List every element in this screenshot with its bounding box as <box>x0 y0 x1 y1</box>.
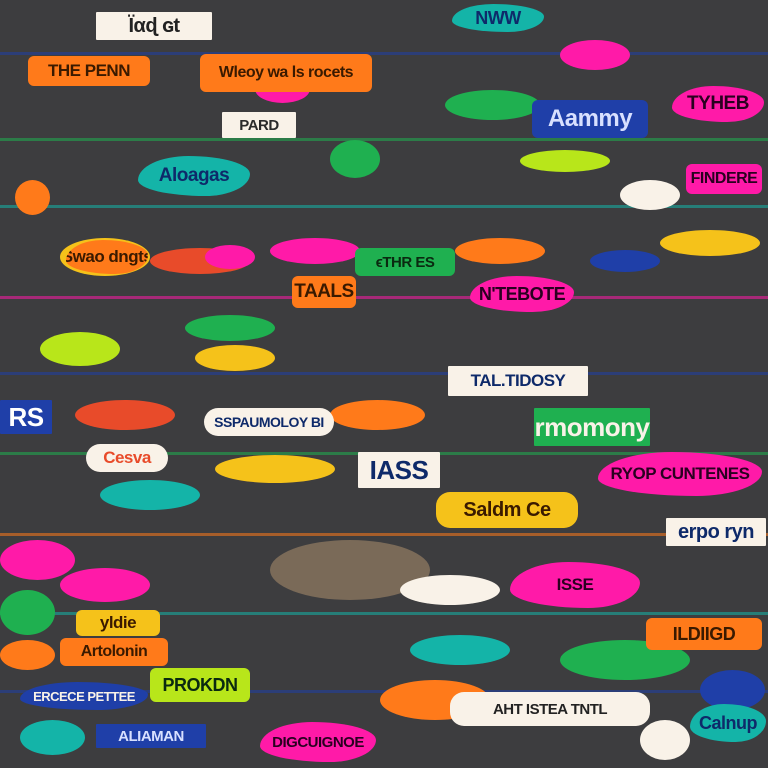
color-blob <box>455 238 545 264</box>
color-blob <box>40 332 120 366</box>
collage-tag: Saldm Ce <box>436 492 578 528</box>
color-blob <box>330 140 380 178</box>
collage-tag: TYHEB <box>672 86 764 122</box>
color-blob <box>0 640 55 670</box>
color-blob <box>195 345 275 371</box>
collage-tag: Artolonin <box>60 638 168 666</box>
collage-tag: NWW <box>452 4 544 32</box>
color-blob <box>100 480 200 510</box>
color-blob <box>0 590 55 635</box>
collage-tag: yldie <box>76 610 160 636</box>
collage-tag: Wleoy wa ls rocets <box>200 54 372 92</box>
collage-tag: Calnup <box>690 704 766 742</box>
collage-tag: ϵTHR ES <box>355 248 455 276</box>
color-blob <box>400 575 500 605</box>
collage-tag: ILDIIGD <box>646 618 762 650</box>
color-blob <box>75 400 175 430</box>
collage-tag: Cesva <box>86 444 168 472</box>
color-blob <box>410 635 510 665</box>
collage-tag: IASS <box>358 452 440 488</box>
color-blob <box>590 250 660 272</box>
color-blob <box>700 670 765 710</box>
collage-tag: Ϊαɖ ɢt <box>96 12 212 40</box>
color-blob <box>270 238 360 264</box>
collage-tag: rmomony <box>534 408 650 446</box>
color-blob <box>215 455 335 483</box>
collage-tag: DIGCUIGNOE <box>260 722 376 762</box>
collage-tag: ISSE <box>510 562 640 608</box>
collage-tag: erpo ryn <box>666 518 766 546</box>
color-blob <box>185 315 275 341</box>
collage-tag: N'TEBOTE <box>470 276 574 312</box>
stripe-band <box>0 372 768 375</box>
collage-tag: THE PENN <box>28 56 150 86</box>
color-blob <box>20 720 85 755</box>
color-blob <box>15 180 50 215</box>
collage-tag: SSPAUMOLOY BI <box>204 408 334 436</box>
color-blob <box>60 568 150 602</box>
stripe-band <box>0 296 768 299</box>
color-blob <box>205 245 255 269</box>
collage-tag: Aloagas <box>138 156 250 196</box>
stripe-band <box>0 533 768 536</box>
color-blob <box>640 720 690 760</box>
collage-tag: PROKDN <box>150 668 250 702</box>
stripe-band <box>0 612 768 615</box>
collage-tag: PARD <box>222 112 296 138</box>
color-blob <box>330 400 425 430</box>
collage-tag: TAALS <box>292 276 356 308</box>
collage-tag: TAL.TIDOSY <box>448 366 588 396</box>
color-blob <box>445 90 540 120</box>
collage-tag: ERCECE PETTEE <box>20 682 148 710</box>
collage-tag: Aammy <box>532 100 648 138</box>
color-blob <box>520 150 610 172</box>
color-blob <box>660 230 760 256</box>
collage-tag: RYOP CUNTENES <box>598 452 762 496</box>
color-blob <box>560 40 630 70</box>
color-blob <box>0 540 75 580</box>
collage-tag: ALIAMAN <box>96 724 206 748</box>
stripe-band <box>0 205 768 208</box>
color-blob <box>620 180 680 210</box>
collage-tag: RS <box>0 400 52 434</box>
stripe-band <box>0 52 768 55</box>
stripe-band <box>0 138 768 141</box>
collage-tag: AHT ISTEA TNTL <box>450 692 650 726</box>
collage-tag: Swao dngts <box>66 240 148 274</box>
collage-tag: FINDERE <box>686 164 762 194</box>
